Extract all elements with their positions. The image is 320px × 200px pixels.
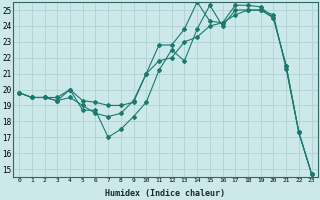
X-axis label: Humidex (Indice chaleur): Humidex (Indice chaleur) [105, 189, 225, 198]
